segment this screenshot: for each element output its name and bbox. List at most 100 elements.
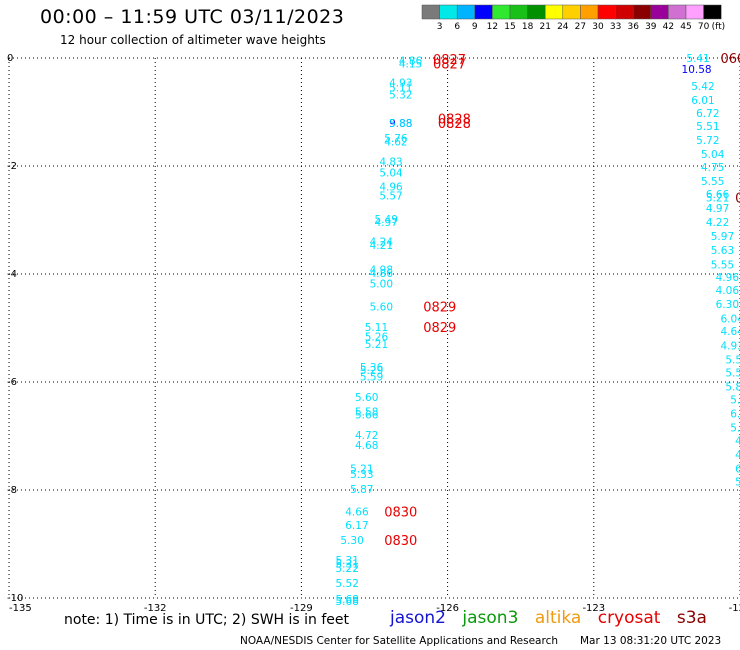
wave-height-label: 4.22 xyxy=(706,217,729,229)
x-tick-label: -129 xyxy=(290,603,313,614)
wave-height-label: 5.51 xyxy=(696,121,719,133)
legend-label: 45 xyxy=(680,22,691,32)
legend-swatch xyxy=(544,4,564,20)
legend-label: 6 xyxy=(454,22,460,32)
wave-height-label: 5.30 xyxy=(340,535,363,547)
time-label: 0830 xyxy=(384,534,417,549)
wave-height-label: 4.93 xyxy=(721,340,740,352)
wave-height-label: 5.36 xyxy=(360,362,384,374)
x-tick-label: -126 xyxy=(436,603,459,614)
time-label: 0828 xyxy=(438,117,471,132)
wave-height-label: 5.29 xyxy=(360,365,383,377)
legend-label: 27 xyxy=(575,22,586,32)
wave-height-label: 5.97 xyxy=(711,231,734,243)
wave-height-label: 4.15 xyxy=(399,58,422,70)
legend-swatch xyxy=(650,4,669,20)
wave-height-label: 6.5 xyxy=(735,463,740,475)
legend-swatch xyxy=(456,4,476,20)
legend-label: 33 xyxy=(610,22,621,32)
x-tick-label: -135 xyxy=(9,603,32,614)
time-label: 0606 xyxy=(735,191,740,206)
wave-height-label: 5.60 xyxy=(355,392,378,404)
chart-title: 00:00 – 11:59 UTC 03/11/2023 xyxy=(40,6,345,28)
wave-height-label: 5.76 xyxy=(384,133,408,145)
legend-swatch xyxy=(597,4,616,20)
wave-height-label: 4.62 xyxy=(384,137,407,149)
legend-swatch xyxy=(474,4,493,20)
legend-label: 15 xyxy=(504,22,515,32)
time-label: 0829 xyxy=(423,300,456,315)
wave-height-label: 5.68 xyxy=(336,596,359,608)
wave-height-label: 6.01 xyxy=(691,95,714,107)
wave-height-label: 5.60 xyxy=(370,301,393,313)
wave-height-label: 5.04 xyxy=(701,149,725,161)
wave-height-label: 5.55 xyxy=(711,259,734,271)
satellite-jason3: jason3 xyxy=(462,608,519,628)
wave-height-label: 4.97 xyxy=(375,217,398,229)
legend-label: 18 xyxy=(522,22,534,32)
wave-height-label: 6.17 xyxy=(345,520,368,532)
wave-height-label: 6.66 xyxy=(706,189,730,201)
wave-height-label: 5.54 xyxy=(725,354,740,366)
y-tick-label: -2 xyxy=(7,161,17,172)
wave-height-label: 5.78 xyxy=(730,422,740,434)
wave-height-label: 4.21 xyxy=(370,240,393,252)
legend-swatch xyxy=(580,4,599,20)
wave-height-label: 5.66 xyxy=(355,409,379,421)
legend-label: 70 xyxy=(698,22,710,32)
wave-height-label: 5.21 xyxy=(350,463,373,475)
data-points: 4.864.154.935.115.329.885.885.764.624.83… xyxy=(336,53,740,608)
time-label: 0607 xyxy=(721,52,740,67)
legend-label: 21 xyxy=(539,22,550,32)
wave-height-label: 5.00 xyxy=(370,279,393,291)
legend-label: 24 xyxy=(557,22,569,32)
legend-label: 39 xyxy=(645,22,657,32)
tick-labels: -135 -132 -129 -126 -123 -120 0 -2 -4 -6 -8 -10 xyxy=(7,53,740,614)
legend-label: 42 xyxy=(663,22,674,32)
time-label: 0829 xyxy=(423,321,456,336)
wave-height-label: 5.11 xyxy=(365,322,388,334)
wave-height-label: 4.97 xyxy=(706,203,729,215)
wave-height-label: 4.24 xyxy=(370,237,394,249)
wave-height-label: 5.87 xyxy=(350,484,373,496)
wave-height-label: 4.06 xyxy=(716,285,740,297)
y-tick-label: -6 xyxy=(7,377,17,388)
wave-height-label: 5.86 xyxy=(725,381,740,393)
wave-height-label: 10.58 xyxy=(682,64,712,76)
wave-height-label: 5.22 xyxy=(336,563,359,575)
wave-height-label: 5.32 xyxy=(389,90,412,102)
wave-height-label: 5.04 xyxy=(379,167,403,179)
wave-height-label: 5. xyxy=(735,476,740,488)
satellite-legend: jason2 jason3 altika cryosat s3a xyxy=(390,608,718,628)
wave-height-label: 4.83 xyxy=(379,157,402,169)
wave-height-label: 5.11 xyxy=(389,83,412,95)
wave-height-label: 5.53 xyxy=(725,367,740,379)
legend-label: 12 xyxy=(487,22,498,32)
legend-swatch xyxy=(527,4,546,20)
satellite-s3a: s3a xyxy=(676,608,707,628)
legend-swatch xyxy=(421,4,440,20)
wave-height-label: 5.42 xyxy=(691,81,714,93)
satellite-jason2: jason2 xyxy=(390,608,446,628)
wave-height-label: 5.57 xyxy=(379,191,402,203)
legend-swatch xyxy=(668,4,687,20)
wave-height-label: 5.21 xyxy=(706,192,729,204)
wave-height-label: 4.86 xyxy=(399,56,423,68)
footer-timestamp: Mar 13 08:31:20 UTC 2023 xyxy=(580,635,722,647)
y-tick-label: -8 xyxy=(7,485,17,496)
time-label: 0828 xyxy=(438,112,471,127)
wave-height-label: 5.72 xyxy=(696,135,719,147)
wave-height-label: 5.55 xyxy=(701,176,724,188)
wave-height-label: 4.86 xyxy=(370,268,394,280)
wave-height-label: 4.96 xyxy=(379,182,403,194)
wave-height-label: 4.64 xyxy=(721,326,740,338)
wave-height-label: 4.67 xyxy=(735,435,740,447)
legend-swatch xyxy=(632,4,652,20)
wave-height-label: 9.88 xyxy=(389,118,412,130)
legend-label: 36 xyxy=(627,22,639,32)
legend-label: 3 xyxy=(437,22,443,32)
footer-note: note: 1) Time is in UTC; 2) SWH is in fe… xyxy=(64,612,350,628)
wave-height-label: 5.59 xyxy=(360,372,383,384)
x-tick-label: -132 xyxy=(144,603,167,614)
